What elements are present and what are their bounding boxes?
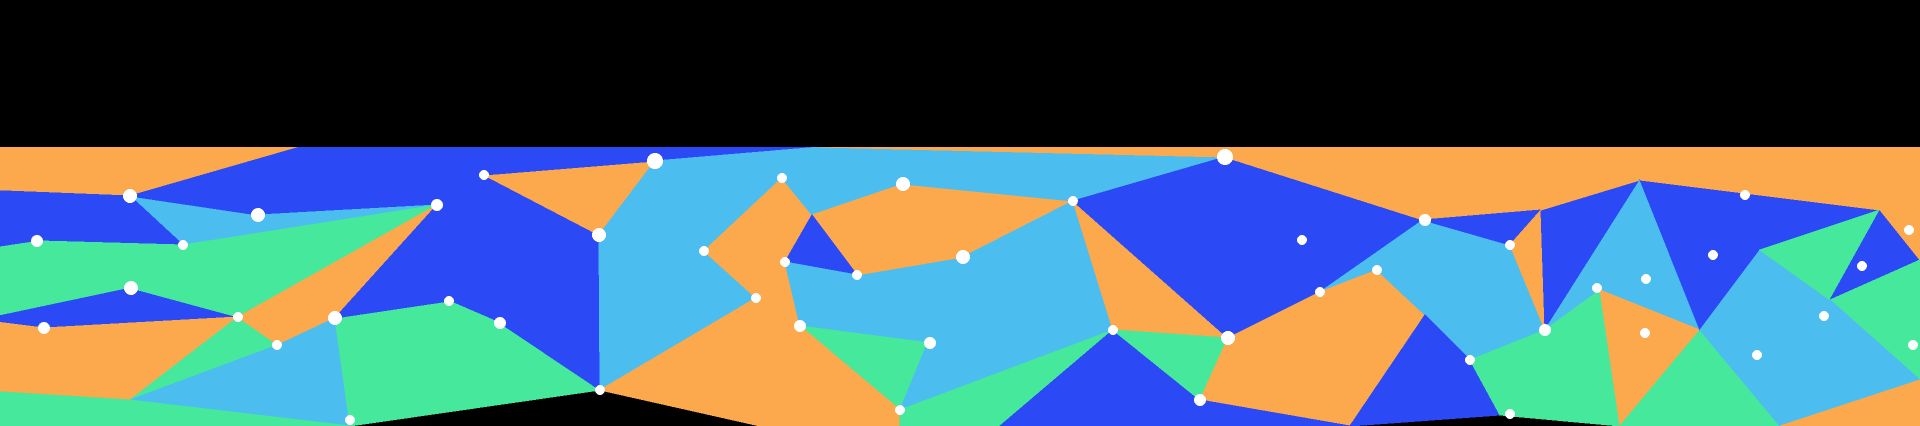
vertex-dot [1640, 328, 1650, 338]
vertex-dot [1857, 261, 1867, 271]
mesh-triangle [899, 409, 1001, 426]
vertex-dot [479, 170, 489, 180]
top-black-band [0, 0, 1920, 147]
vertex-dot [328, 311, 342, 325]
vertex-dot [1217, 149, 1233, 165]
vertex-dot [38, 322, 50, 334]
vertex-dot [178, 240, 188, 250]
vertex-dot [896, 177, 910, 191]
vertex-dot [1819, 311, 1829, 321]
vertex-dot [1708, 250, 1718, 260]
vertex-dot [699, 246, 709, 256]
vertex-dot [431, 199, 443, 211]
vertex-dot [1194, 394, 1206, 406]
vertex-dot [1539, 324, 1551, 336]
vertex-dot [780, 257, 790, 267]
vertex-dot [1908, 340, 1918, 350]
vertex-dot [1592, 283, 1602, 293]
vertex-dot [1315, 287, 1325, 297]
mesh-triangle [129, 244, 240, 318]
vertex-dot [1752, 350, 1762, 360]
vertex-dot [251, 208, 265, 222]
vertex-dot [777, 173, 787, 183]
vertex-dot [1221, 331, 1235, 345]
vertex-dot [595, 385, 605, 395]
vertex-dot [272, 340, 282, 350]
vertex-dot [751, 293, 761, 303]
vertex-dot [233, 312, 243, 322]
mesh-triangle [999, 399, 1351, 426]
vertex-dot [956, 250, 970, 264]
vertex-dot [1904, 225, 1914, 235]
vertex-dot [31, 235, 43, 247]
vertex-dot [852, 270, 862, 280]
vertex-dot [494, 317, 506, 329]
mesh-triangle [129, 146, 302, 216]
vertex-dot [1297, 235, 1307, 245]
mesh-triangle [1779, 379, 1920, 426]
vertex-dot [1108, 325, 1118, 335]
triangle-mesh-group [0, 145, 1920, 426]
vertex-dot [1505, 240, 1515, 250]
vertex-dot [1505, 409, 1515, 419]
vertex-dot [345, 415, 355, 425]
vertex-dot [592, 228, 606, 242]
vertex-dot [1465, 355, 1475, 365]
vertex-dot [123, 189, 137, 203]
mesh-triangle [0, 399, 351, 426]
vertex-dot [1372, 265, 1382, 275]
vertex-dot [794, 320, 806, 332]
vertex-dot [124, 281, 138, 295]
vertex-dot [444, 296, 454, 306]
vertex-dot [1740, 190, 1750, 200]
vertex-dot [1419, 214, 1431, 226]
vertex-dot [647, 153, 663, 169]
vertex-dot [924, 337, 936, 349]
vertex-dot [1068, 196, 1078, 206]
vertex-dot [1641, 274, 1651, 284]
vertex-dot [895, 405, 905, 415]
mesh-triangle [781, 145, 821, 217]
vertex-dots-group [31, 149, 1918, 425]
